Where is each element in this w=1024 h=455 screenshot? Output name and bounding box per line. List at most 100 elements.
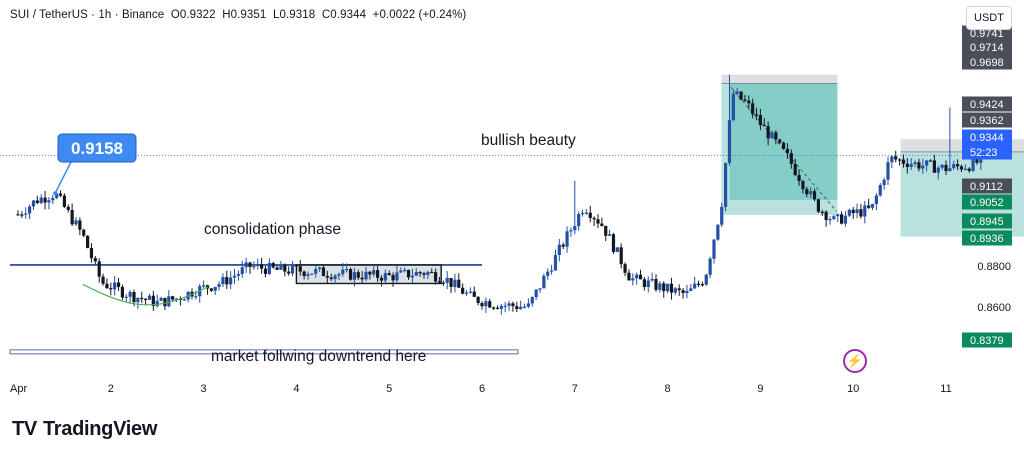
candle-body [399,270,403,273]
candle-body [341,269,345,275]
candle-body [638,274,643,280]
currency-button[interactable]: USDT [966,6,1012,30]
candle-body [604,225,608,236]
candle-body [627,272,631,281]
candle-body [816,199,820,212]
price-label-0.8945 [962,213,1012,229]
y-tick-label: 0.8800 [977,261,1011,273]
candle-body [457,279,461,288]
candle-body [789,153,793,164]
candle-body [847,209,851,216]
candle-body [406,269,411,278]
candle-body [727,120,732,164]
candle-body [519,306,523,310]
candle-body [263,268,268,274]
candle-body [944,164,948,172]
candle-body [51,197,55,201]
candle-body [530,297,534,304]
candle-body [240,267,244,274]
candle-body [797,174,801,182]
candle-body [855,209,859,214]
candle-body [151,295,155,306]
candle-body [932,160,936,173]
candle-body [109,288,113,290]
price-label-0.9112 [962,178,1012,194]
candle-body [662,283,666,292]
open-value: O0.9322 [170,9,216,21]
candle-body [202,285,206,287]
candle-body [928,160,933,162]
candle-body [43,197,47,203]
candle-body [472,291,476,297]
symbol-name[interactable]: SUI / TetherUS [10,9,88,21]
candle-body [553,254,558,271]
close-value: C0.9344 [321,9,367,21]
candle-body [333,275,337,280]
candle-body [534,289,538,298]
x-tick-label: 5 [386,383,392,395]
axes: Apr2345678910110.92000.88000.86000.97410… [10,25,1012,395]
candle-body [217,284,221,287]
candle-body [348,269,353,280]
candle-body [147,295,152,300]
candle-body [696,283,701,285]
candle-body [66,206,70,210]
candle-body [89,247,94,259]
candle-body [294,265,298,267]
candle-body [488,301,492,308]
candle-body [840,214,844,224]
price-label-text: 0.9741 [970,28,1004,40]
candle-body [631,278,635,281]
candle-body [337,274,341,276]
candle-body [283,264,287,272]
candle-body [120,286,124,298]
candle-body [511,303,515,307]
stop-loss-zone-1 [721,74,838,84]
candle-body [86,235,90,248]
candle-body [851,209,855,214]
candle-body [809,191,813,195]
candle-body [588,212,592,218]
lightning-bolt-icon[interactable]: ⚡ [843,349,867,373]
candle-body [948,168,952,172]
candle-body [422,273,426,275]
candle-body [882,179,886,186]
candle-body [209,288,213,291]
candle-body [546,271,550,276]
x-tick-label: 7 [572,383,578,395]
x-tick-label: 2 [108,383,114,395]
candle-body [213,286,217,291]
price-label-text: 0.9362 [970,115,1004,127]
candle-body [785,148,790,154]
candle-body [329,277,333,280]
candle-body [368,271,372,275]
candle-body [712,239,716,259]
candle-body [74,220,78,225]
candle-body [62,195,66,207]
candle-body [225,277,229,285]
candle-body [82,229,86,236]
candle-body [132,292,136,303]
candle-body [287,271,291,274]
candle-body [70,209,74,225]
candle-body [236,273,240,276]
candle-body [271,263,275,268]
tradingview-logo[interactable]: TV TradingView [12,418,157,441]
candle-body [461,287,465,294]
candle-body [426,271,430,275]
price-label-0.9714 [962,39,1012,55]
interval-label[interactable]: 1h [98,9,112,21]
high-value: H0.9351 [222,9,267,21]
candle-body [515,306,519,310]
candle-body [731,93,735,121]
candle-body [39,197,43,204]
candle-body [480,303,484,307]
candle-body [538,288,542,290]
candle-body [747,100,751,104]
downtrend-label: market follwing downtrend here [211,348,426,365]
candle-body [611,234,616,252]
candle-body [526,303,530,307]
candle-body [128,292,132,297]
